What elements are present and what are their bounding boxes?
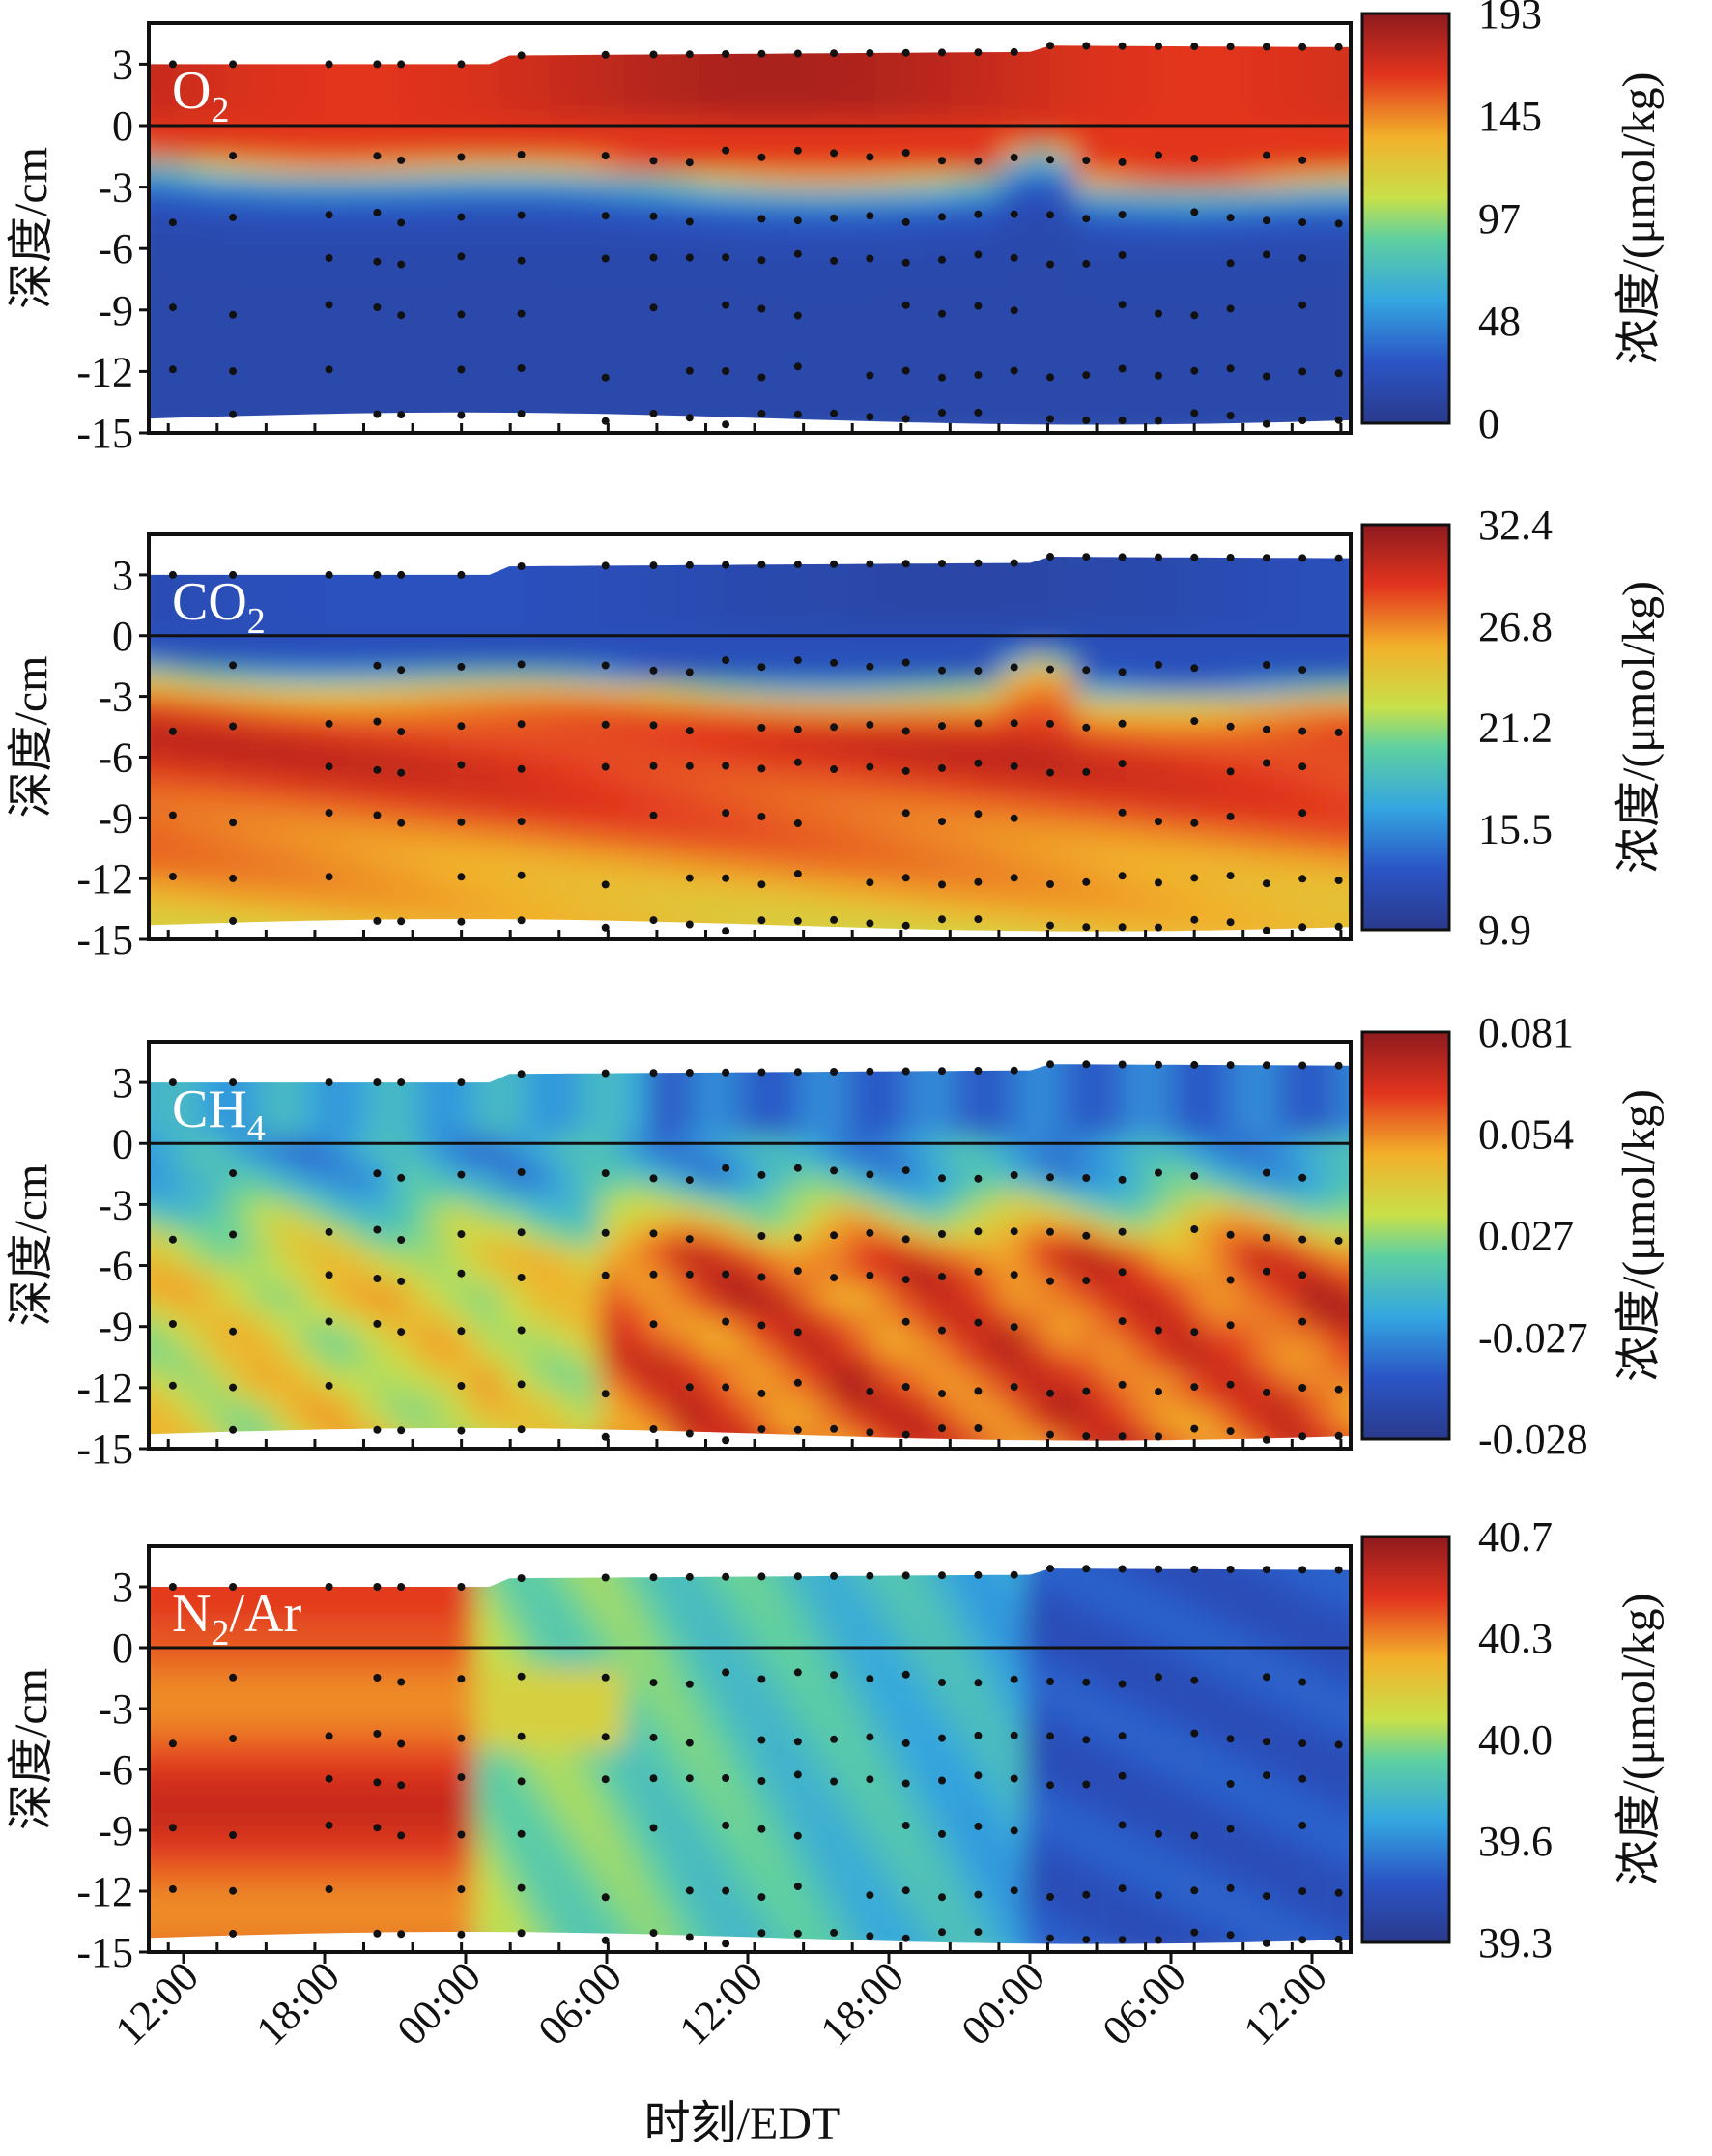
colorbar-tick-label: 193 bbox=[1478, 0, 1542, 38]
y-tick-label: 3 bbox=[112, 1564, 133, 1611]
colorbar-title: 浓度/(μmol/kg) bbox=[1613, 1089, 1665, 1382]
colorbar-tick-label: 15.5 bbox=[1478, 805, 1553, 852]
y-tick-label: -3 bbox=[98, 674, 133, 721]
x-tick-label: 18:00 bbox=[247, 1952, 350, 2055]
y-axis-title: 深度/cm bbox=[6, 656, 57, 819]
y-tick-label: -6 bbox=[98, 1243, 133, 1290]
x-tick-label: 00:00 bbox=[388, 1952, 491, 2055]
x-tick-label: 12:00 bbox=[671, 1952, 773, 2055]
colorbar-tick-label: 0.054 bbox=[1478, 1110, 1574, 1158]
colorbar-tick-label: -0.028 bbox=[1478, 1416, 1588, 1463]
panel-2: 3 0 -3 -6 -9 -12 -15 深度/cm CO2 32.4 26.8 21.2 15.5 9.… bbox=[6, 502, 1665, 963]
panel-label: O2 bbox=[172, 61, 229, 130]
y-tick-label: -3 bbox=[98, 1181, 133, 1228]
sample-points-3 bbox=[168, 1060, 1343, 1445]
x-tick-label: 06:00 bbox=[1094, 1952, 1196, 2055]
heatmap-2 bbox=[149, 557, 1351, 932]
y-tick-label: -15 bbox=[76, 916, 133, 963]
x-tick-label: 18:00 bbox=[812, 1952, 914, 2055]
colorbar-tick-label: 21.2 bbox=[1478, 704, 1553, 752]
panel-4: 3 0 -3 -6 -9 -12 -15 深度/cm N2/Ar 40.7 40.3 40.0 39.6… bbox=[6, 1513, 1665, 1976]
colorbar-tick-label: 0.027 bbox=[1478, 1213, 1574, 1260]
colorbar-tick-label: 39.6 bbox=[1478, 1818, 1553, 1865]
y-axis-title: 深度/cm bbox=[6, 147, 57, 309]
x-axis: 12:00 18:00 00:00 06:00 12:00 18:00 00:00 06:00… bbox=[106, 1952, 1337, 2055]
plot-frame bbox=[147, 532, 1353, 941]
x-tick-label: 06:00 bbox=[529, 1952, 632, 2055]
y-axis-title: 深度/cm bbox=[6, 1164, 57, 1327]
plot-frame bbox=[147, 1040, 1353, 1451]
colorbar-tick-label: 0 bbox=[1478, 400, 1499, 447]
colorbar-tick-label: -0.027 bbox=[1478, 1314, 1588, 1362]
sample-points-4 bbox=[168, 1565, 1343, 1948]
colorbar-tick-label: 9.9 bbox=[1478, 906, 1531, 954]
y-tick-label: -6 bbox=[98, 733, 133, 781]
y-tick-label: -12 bbox=[76, 1868, 133, 1915]
colorbar-tick-label: 48 bbox=[1478, 298, 1521, 345]
colorbar bbox=[1360, 1030, 1451, 1441]
y-tick-label: -6 bbox=[98, 225, 133, 273]
colorbar-tick-label: 145 bbox=[1478, 93, 1542, 140]
y-tick-label: -15 bbox=[76, 1929, 133, 1976]
panel-3: 3 0 -3 -6 -9 -12 -15 深度/cm CH4 0.081 0.054 0.027 -0.… bbox=[6, 1009, 1665, 1473]
colorbar bbox=[1360, 12, 1451, 425]
sample-points-1 bbox=[168, 42, 1343, 429]
panel-label: CH4 bbox=[172, 1079, 266, 1149]
plot-frame bbox=[147, 1544, 1353, 1954]
heatmap-3 bbox=[149, 1064, 1351, 1441]
heatmap-1 bbox=[149, 45, 1351, 425]
y-tick-label: -9 bbox=[98, 1304, 133, 1351]
colorbar-title: 浓度/(μmol/kg) bbox=[1613, 72, 1665, 364]
x-tick-label: 00:00 bbox=[953, 1952, 1055, 2055]
y-tick-label: 0 bbox=[112, 613, 133, 660]
colorbar-tick-label: 26.8 bbox=[1478, 603, 1553, 650]
y-tick-label: -3 bbox=[98, 1685, 133, 1733]
panel-1: 3 0 -3 -6 -9 -12 -15 深度/cm O2 193 145 97 48 0 浓度/(μmol… bbox=[6, 0, 1665, 457]
heatmap-4 bbox=[149, 1568, 1351, 1944]
colorbar-title: 浓度/(μmol/kg) bbox=[1613, 1593, 1665, 1885]
colorbar bbox=[1360, 523, 1451, 932]
sample-points-2 bbox=[168, 553, 1343, 935]
y-tick-label: -9 bbox=[98, 287, 133, 334]
y-tick-label: -12 bbox=[76, 855, 133, 903]
y-tick-label: 3 bbox=[112, 552, 133, 599]
y-tick-label: 3 bbox=[112, 1059, 133, 1107]
colorbar bbox=[1360, 1535, 1451, 1944]
panel-label: N2/Ar bbox=[172, 1584, 301, 1653]
x-axis-title: 时刻/EDT bbox=[644, 2098, 841, 2149]
colorbar-tick-label: 40.3 bbox=[1478, 1615, 1553, 1662]
colorbar-tick-label: 32.4 bbox=[1478, 502, 1553, 549]
plot-frame bbox=[147, 21, 1353, 435]
colorbar-tick-label: 97 bbox=[1478, 195, 1521, 243]
y-tick-label: -15 bbox=[76, 410, 133, 457]
y-tick-label: -9 bbox=[98, 1807, 133, 1854]
colorbar-tick-label: 40.7 bbox=[1478, 1513, 1553, 1561]
colorbar-title: 浓度/(μmol/kg) bbox=[1613, 581, 1665, 874]
y-tick-label: 0 bbox=[112, 1624, 133, 1672]
panel-label: CO2 bbox=[172, 572, 266, 642]
x-tick-label: 12:00 bbox=[1235, 1952, 1337, 2055]
y-tick-label: -12 bbox=[76, 1365, 133, 1412]
y-tick-label: -9 bbox=[98, 794, 133, 842]
y-tick-label: 3 bbox=[112, 41, 133, 88]
colorbar-tick-label: 40.0 bbox=[1478, 1716, 1553, 1764]
colorbar-tick-label: 0.081 bbox=[1478, 1009, 1574, 1056]
y-tick-label: -12 bbox=[76, 348, 133, 395]
colorbar-tick-label: 39.3 bbox=[1478, 1919, 1553, 1967]
y-tick-label: 0 bbox=[112, 102, 133, 150]
y-tick-label: -3 bbox=[98, 164, 133, 212]
y-tick-label: -15 bbox=[76, 1425, 133, 1473]
y-axis-title: 深度/cm bbox=[6, 1668, 57, 1830]
y-tick-label: 0 bbox=[112, 1120, 133, 1167]
y-tick-label: -6 bbox=[98, 1746, 133, 1794]
